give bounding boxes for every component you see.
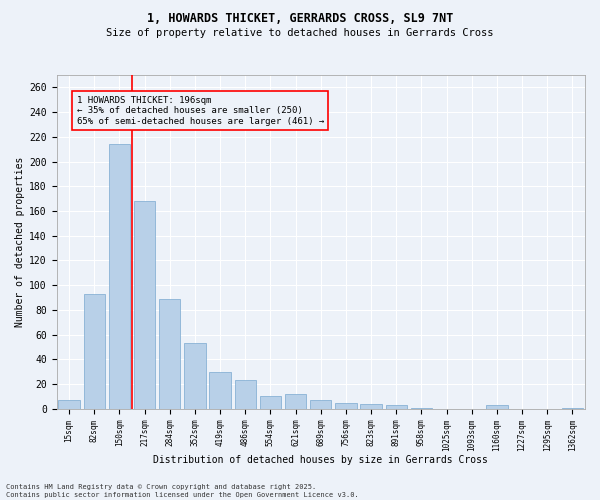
Bar — [159, 298, 181, 408]
Bar — [285, 394, 306, 408]
Bar — [335, 402, 356, 408]
Text: Contains HM Land Registry data © Crown copyright and database right 2025.
Contai: Contains HM Land Registry data © Crown c… — [6, 484, 359, 498]
Bar — [58, 400, 80, 408]
X-axis label: Distribution of detached houses by size in Gerrards Cross: Distribution of detached houses by size … — [154, 455, 488, 465]
Bar — [235, 380, 256, 408]
Y-axis label: Number of detached properties: Number of detached properties — [15, 156, 25, 327]
Bar — [260, 396, 281, 408]
Bar — [209, 372, 231, 408]
Bar — [184, 343, 206, 408]
Bar — [83, 294, 105, 408]
Text: Size of property relative to detached houses in Gerrards Cross: Size of property relative to detached ho… — [106, 28, 494, 38]
Bar — [361, 404, 382, 408]
Bar — [386, 405, 407, 408]
Bar — [486, 405, 508, 408]
Bar — [310, 400, 331, 408]
Text: 1 HOWARDS THICKET: 196sqm
← 35% of detached houses are smaller (250)
65% of semi: 1 HOWARDS THICKET: 196sqm ← 35% of detac… — [77, 96, 324, 126]
Bar — [134, 201, 155, 408]
Bar — [109, 144, 130, 408]
Text: 1, HOWARDS THICKET, GERRARDS CROSS, SL9 7NT: 1, HOWARDS THICKET, GERRARDS CROSS, SL9 … — [147, 12, 453, 26]
